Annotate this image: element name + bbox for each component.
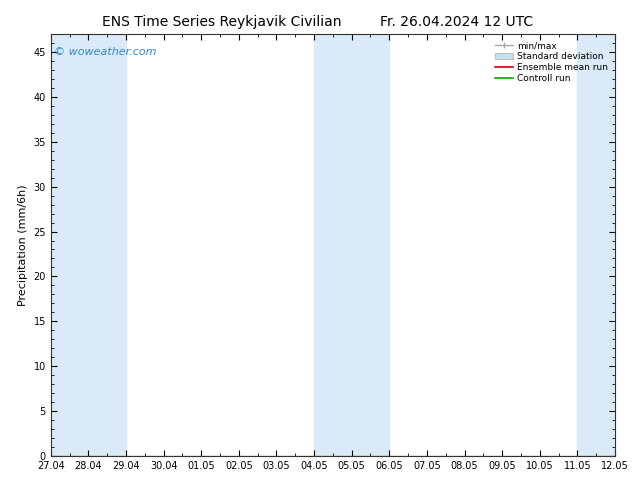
Bar [314, 34, 389, 456]
Bar [51, 34, 126, 456]
Legend: min/max, Standard deviation, Ensemble mean run, Controll run: min/max, Standard deviation, Ensemble me… [493, 39, 611, 86]
Bar [578, 34, 615, 456]
Text: © woweather.com: © woweather.com [53, 47, 156, 57]
Text: ENS Time Series Reykjavik Civilian: ENS Time Series Reykjavik Civilian [102, 15, 342, 29]
Text: Fr. 26.04.2024 12 UTC: Fr. 26.04.2024 12 UTC [380, 15, 533, 29]
Y-axis label: Precipitation (mm/6h): Precipitation (mm/6h) [18, 184, 28, 306]
